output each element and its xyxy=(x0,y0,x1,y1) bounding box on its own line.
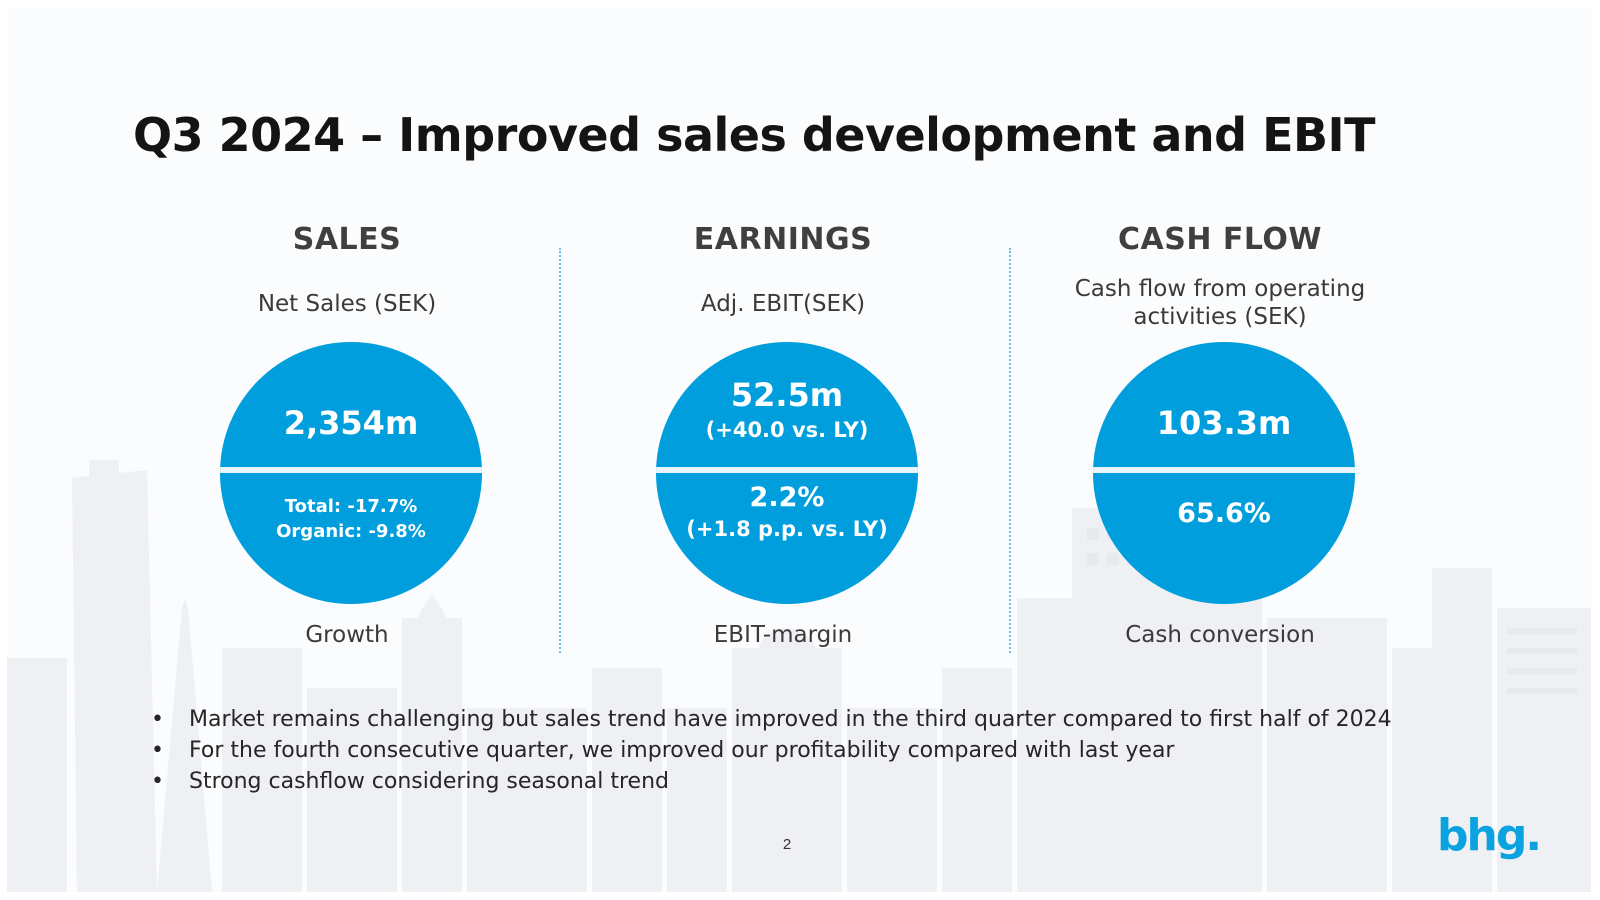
slide: Q3 2024 – Improved sales development and… xyxy=(7,8,1591,892)
cashflow-kpi-circle: 103.3m 65.6% xyxy=(1093,342,1355,604)
summary-bullet-list: Market remains challenging but sales tre… xyxy=(147,704,1392,797)
earnings-column: EARNINGS Adj. EBIT(SEK) 52.5m (+40.0 vs.… xyxy=(563,222,1003,648)
circle-divider xyxy=(220,467,482,473)
column-divider xyxy=(559,248,561,653)
bullet-item: Strong cashflow considering seasonal tre… xyxy=(147,766,1392,797)
earnings-heading: EARNINGS xyxy=(693,222,873,257)
ebit-value: 52.5m xyxy=(730,376,844,414)
sales-heading: SALES xyxy=(292,222,402,257)
sales-subtitle: Net Sales (SEK) xyxy=(257,291,437,317)
ebit-change: (+40.0 vs. LY) xyxy=(705,418,869,442)
sales-column: SALES Net Sales (SEK) 2,354m Total: -17.… xyxy=(127,222,567,648)
page-number: 2 xyxy=(782,836,792,853)
cashflow-value: 103.3m xyxy=(1156,404,1292,442)
sales-value: 2,354m xyxy=(283,404,419,442)
cash-conversion-value: 65.6% xyxy=(1177,498,1271,529)
ebit-margin-value: 2.2% xyxy=(749,482,825,513)
sales-kpi-circle: 2,354m Total: -17.7% Organic: -9.8% xyxy=(220,342,482,604)
sales-growth-organic: Organic: -9.8% xyxy=(276,521,426,542)
cashflow-heading: CASH FLOW xyxy=(1117,222,1323,257)
bhg-logo: bhg. xyxy=(1437,810,1542,861)
slide-title: Q3 2024 – Improved sales development and… xyxy=(133,108,1376,162)
earnings-subtitle: Adj. EBIT(SEK) xyxy=(700,291,866,317)
cashflow-column: CASH FLOW Cash flow from operating activ… xyxy=(1000,222,1440,648)
circle-divider xyxy=(656,467,918,473)
ebit-margin-change: (+1.8 p.p. vs. LY) xyxy=(686,517,888,541)
cashflow-caption: Cash conversion xyxy=(1125,622,1315,648)
earnings-caption: EBIT-margin xyxy=(713,622,853,648)
sales-growth-total: Total: -17.7% xyxy=(284,496,418,517)
circle-divider xyxy=(1093,467,1355,473)
earnings-kpi-circle: 52.5m (+40.0 vs. LY) 2.2% (+1.8 p.p. vs.… xyxy=(656,342,918,604)
cashflow-subtitle-line1: Cash flow from operating xyxy=(1074,276,1366,302)
cashflow-subtitle: Cash flow from operating activities (SEK… xyxy=(1000,275,1440,331)
sales-caption: Growth xyxy=(305,622,389,648)
cashflow-subtitle-line2: activities (SEK) xyxy=(1133,304,1307,330)
column-divider xyxy=(1009,248,1011,653)
bullet-item: For the fourth consecutive quarter, we i… xyxy=(147,735,1392,766)
bullet-item: Market remains challenging but sales tre… xyxy=(147,704,1392,735)
